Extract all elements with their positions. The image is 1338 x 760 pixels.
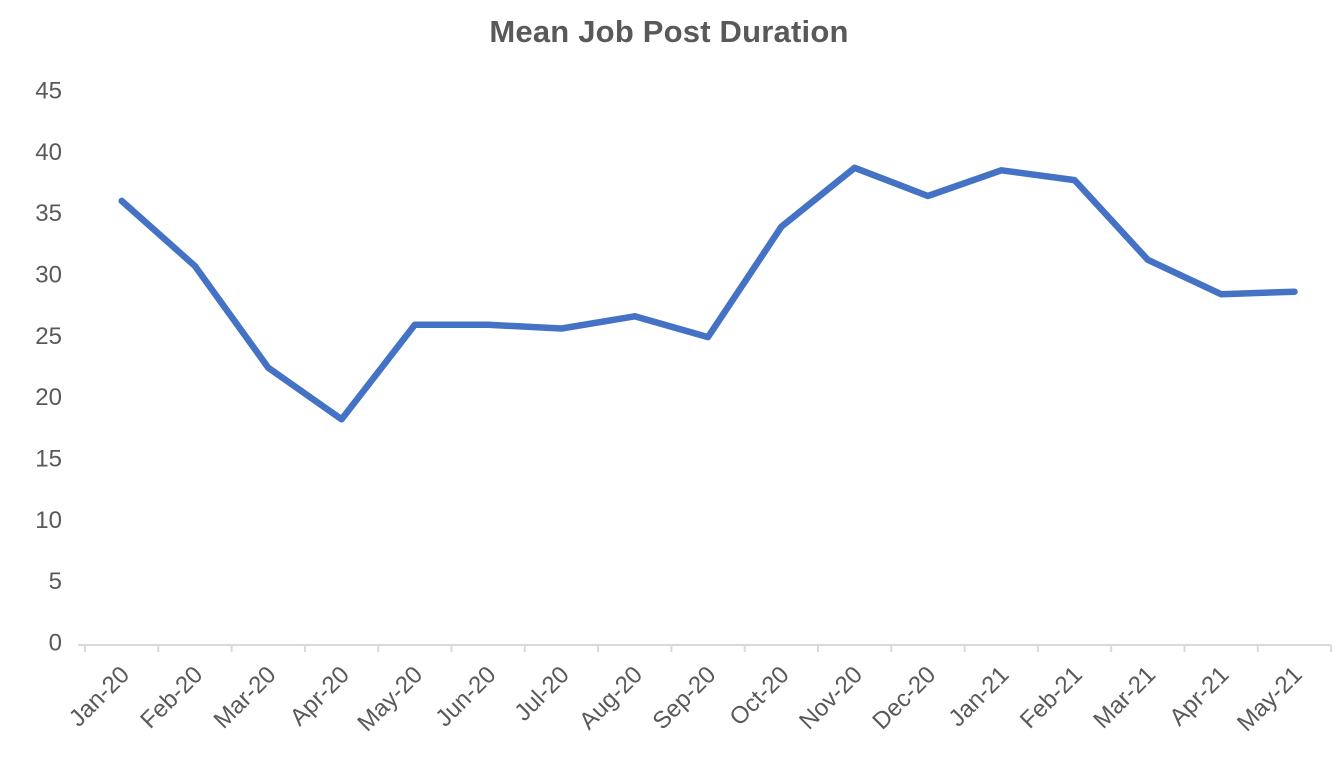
x-tick-label: Jun-20	[430, 661, 501, 732]
data-series-line	[118, 164, 1298, 423]
x-tick-label: Jan-21	[944, 661, 1015, 732]
x-tick-label: Nov-20	[794, 661, 868, 735]
chart-title: Mean Job Post Duration	[489, 14, 849, 49]
x-tick-label: Sep-20	[647, 661, 721, 735]
x-tick-label: Apr-20	[285, 661, 355, 731]
y-tick-label: 35	[35, 200, 62, 227]
y-tick-label: 5	[49, 568, 62, 595]
x-tick-label: Mar-21	[1088, 661, 1161, 734]
x-tick-label: Oct-20	[725, 661, 795, 731]
y-tick-label: 0	[49, 630, 62, 657]
x-tick-label: Mar-20	[209, 661, 282, 734]
x-tick-label: Apr-21	[1164, 661, 1234, 731]
y-tick-label: 45	[35, 78, 62, 105]
x-tick-label: May-20	[352, 661, 428, 737]
x-tick-label: Jul-20	[509, 661, 574, 726]
y-tick-label: 10	[35, 507, 62, 534]
y-tick-label: 40	[35, 139, 62, 166]
x-tick-label: Aug-20	[574, 661, 648, 735]
y-tick-label: 20	[35, 384, 62, 411]
y-tick-label: 30	[35, 262, 62, 289]
x-tick-label: Feb-21	[1015, 661, 1088, 734]
x-tick-label: Dec-20	[867, 661, 941, 735]
x-tick-label: Feb-20	[135, 661, 208, 734]
y-tick-label: 25	[35, 323, 62, 350]
x-tick-label: May-21	[1232, 661, 1308, 737]
x-tick-label: Jan-20	[64, 661, 135, 732]
y-tick-label: 15	[35, 446, 62, 473]
